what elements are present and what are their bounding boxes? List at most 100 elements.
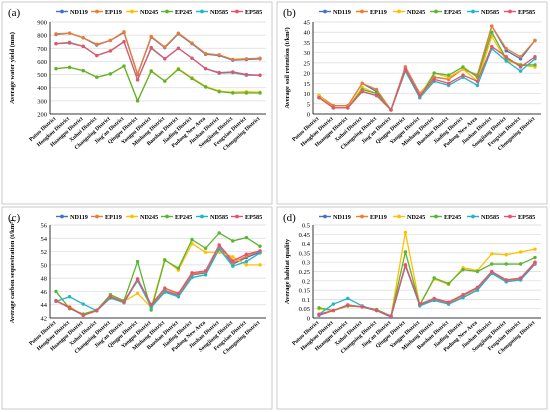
data-point — [244, 259, 249, 264]
y-tick-label: 46 — [41, 289, 48, 296]
data-point — [122, 64, 126, 68]
data-point — [432, 296, 436, 301]
data-point — [432, 71, 436, 75]
data-point — [122, 40, 126, 44]
series-line-EP585 — [55, 244, 261, 316]
data-point — [518, 276, 523, 280]
data-point — [374, 308, 379, 313]
legend-label: ND245 — [140, 214, 158, 221]
legend-item: ND119 — [56, 9, 88, 16]
data-point — [518, 250, 523, 254]
data-point — [331, 106, 336, 110]
data-point — [54, 66, 58, 71]
legend-marker — [165, 9, 169, 14]
data-point — [67, 295, 72, 299]
data-point — [67, 305, 72, 310]
legend-item: EP119 — [356, 9, 387, 16]
legend-item: EP245 — [430, 9, 461, 16]
data-point — [54, 41, 58, 46]
chart-panel-3: (c) 42 44 46 48 50 52 54 56 Average carbon seques… — [1, 206, 273, 410]
data-point — [67, 65, 72, 70]
data-point — [176, 46, 181, 50]
data-point — [95, 53, 99, 58]
data-point — [317, 306, 321, 310]
data-point — [163, 286, 167, 290]
data-point — [176, 266, 181, 270]
data-point — [461, 73, 465, 77]
y-tick-label: 40 — [304, 30, 311, 37]
y-tick-label: 500 — [37, 72, 47, 79]
y-tick-label: 0.15 — [299, 288, 310, 295]
data-point — [504, 55, 508, 59]
data-point — [418, 93, 422, 98]
data-point — [203, 246, 208, 250]
data-point — [518, 69, 523, 73]
data-point — [475, 83, 480, 88]
data-point — [244, 252, 249, 256]
data-point — [403, 263, 408, 267]
y-tick-label: 45 — [304, 20, 311, 27]
y-axis-label: Average carbon sequestration (t/km²) — [9, 220, 16, 323]
data-point — [346, 106, 350, 110]
legend-marker — [235, 9, 239, 14]
data-point — [231, 70, 235, 74]
data-point — [108, 72, 113, 76]
data-point — [95, 75, 99, 79]
legend-label: EP119 — [105, 9, 122, 16]
y-tick-label: 44 — [41, 302, 48, 309]
data-point — [203, 85, 208, 89]
series-line-EP245 — [55, 65, 260, 102]
data-point — [504, 262, 508, 266]
legend-label: EP245 — [444, 214, 461, 221]
panel-label: (a) — [8, 7, 21, 19]
data-point — [374, 87, 379, 92]
data-point — [446, 281, 451, 286]
panel-label: (b) — [283, 7, 296, 19]
data-point — [490, 30, 494, 34]
data-point — [490, 24, 494, 28]
legend-label: EP119 — [370, 214, 387, 221]
data-point — [475, 288, 480, 292]
data-point — [244, 263, 249, 267]
data-point — [217, 89, 221, 94]
legend-marker — [165, 214, 169, 219]
y-tick-label: 56 — [41, 223, 48, 230]
data-point — [163, 79, 167, 83]
legend-item: ND585 — [196, 214, 228, 221]
data-point — [95, 42, 99, 47]
data-point — [244, 91, 249, 95]
y-tick-label: 0.2 — [302, 278, 310, 285]
y-tick-label: 400 — [37, 85, 47, 92]
data-point — [163, 45, 167, 49]
legend-marker — [130, 214, 134, 219]
y-tick-label: 0 — [307, 316, 310, 323]
data-point — [149, 303, 153, 307]
y-tick-label: 0.25 — [299, 269, 310, 276]
data-point — [518, 65, 523, 69]
data-point — [244, 72, 249, 77]
y-tick-label: 54 — [41, 236, 48, 243]
data-point — [203, 51, 208, 56]
data-point — [504, 46, 508, 51]
data-point — [149, 308, 153, 312]
data-point — [258, 263, 262, 267]
data-point — [54, 299, 58, 303]
y-tick-label: 25 — [304, 60, 311, 67]
panel-frame — [1, 1, 273, 205]
data-point — [490, 252, 494, 256]
legend-marker — [235, 214, 239, 219]
data-point — [244, 235, 249, 240]
data-point — [518, 55, 523, 59]
data-point — [231, 91, 235, 95]
legend-marker — [323, 9, 327, 14]
data-point — [81, 313, 85, 318]
data-point — [258, 73, 262, 77]
data-point — [432, 276, 436, 280]
y-tick-label: 48 — [41, 276, 48, 283]
series-line-EP245 — [55, 232, 261, 315]
data-point — [81, 68, 85, 73]
legend-marker — [360, 214, 364, 219]
data-point — [317, 312, 321, 316]
data-point — [258, 56, 262, 60]
data-point — [518, 262, 523, 266]
